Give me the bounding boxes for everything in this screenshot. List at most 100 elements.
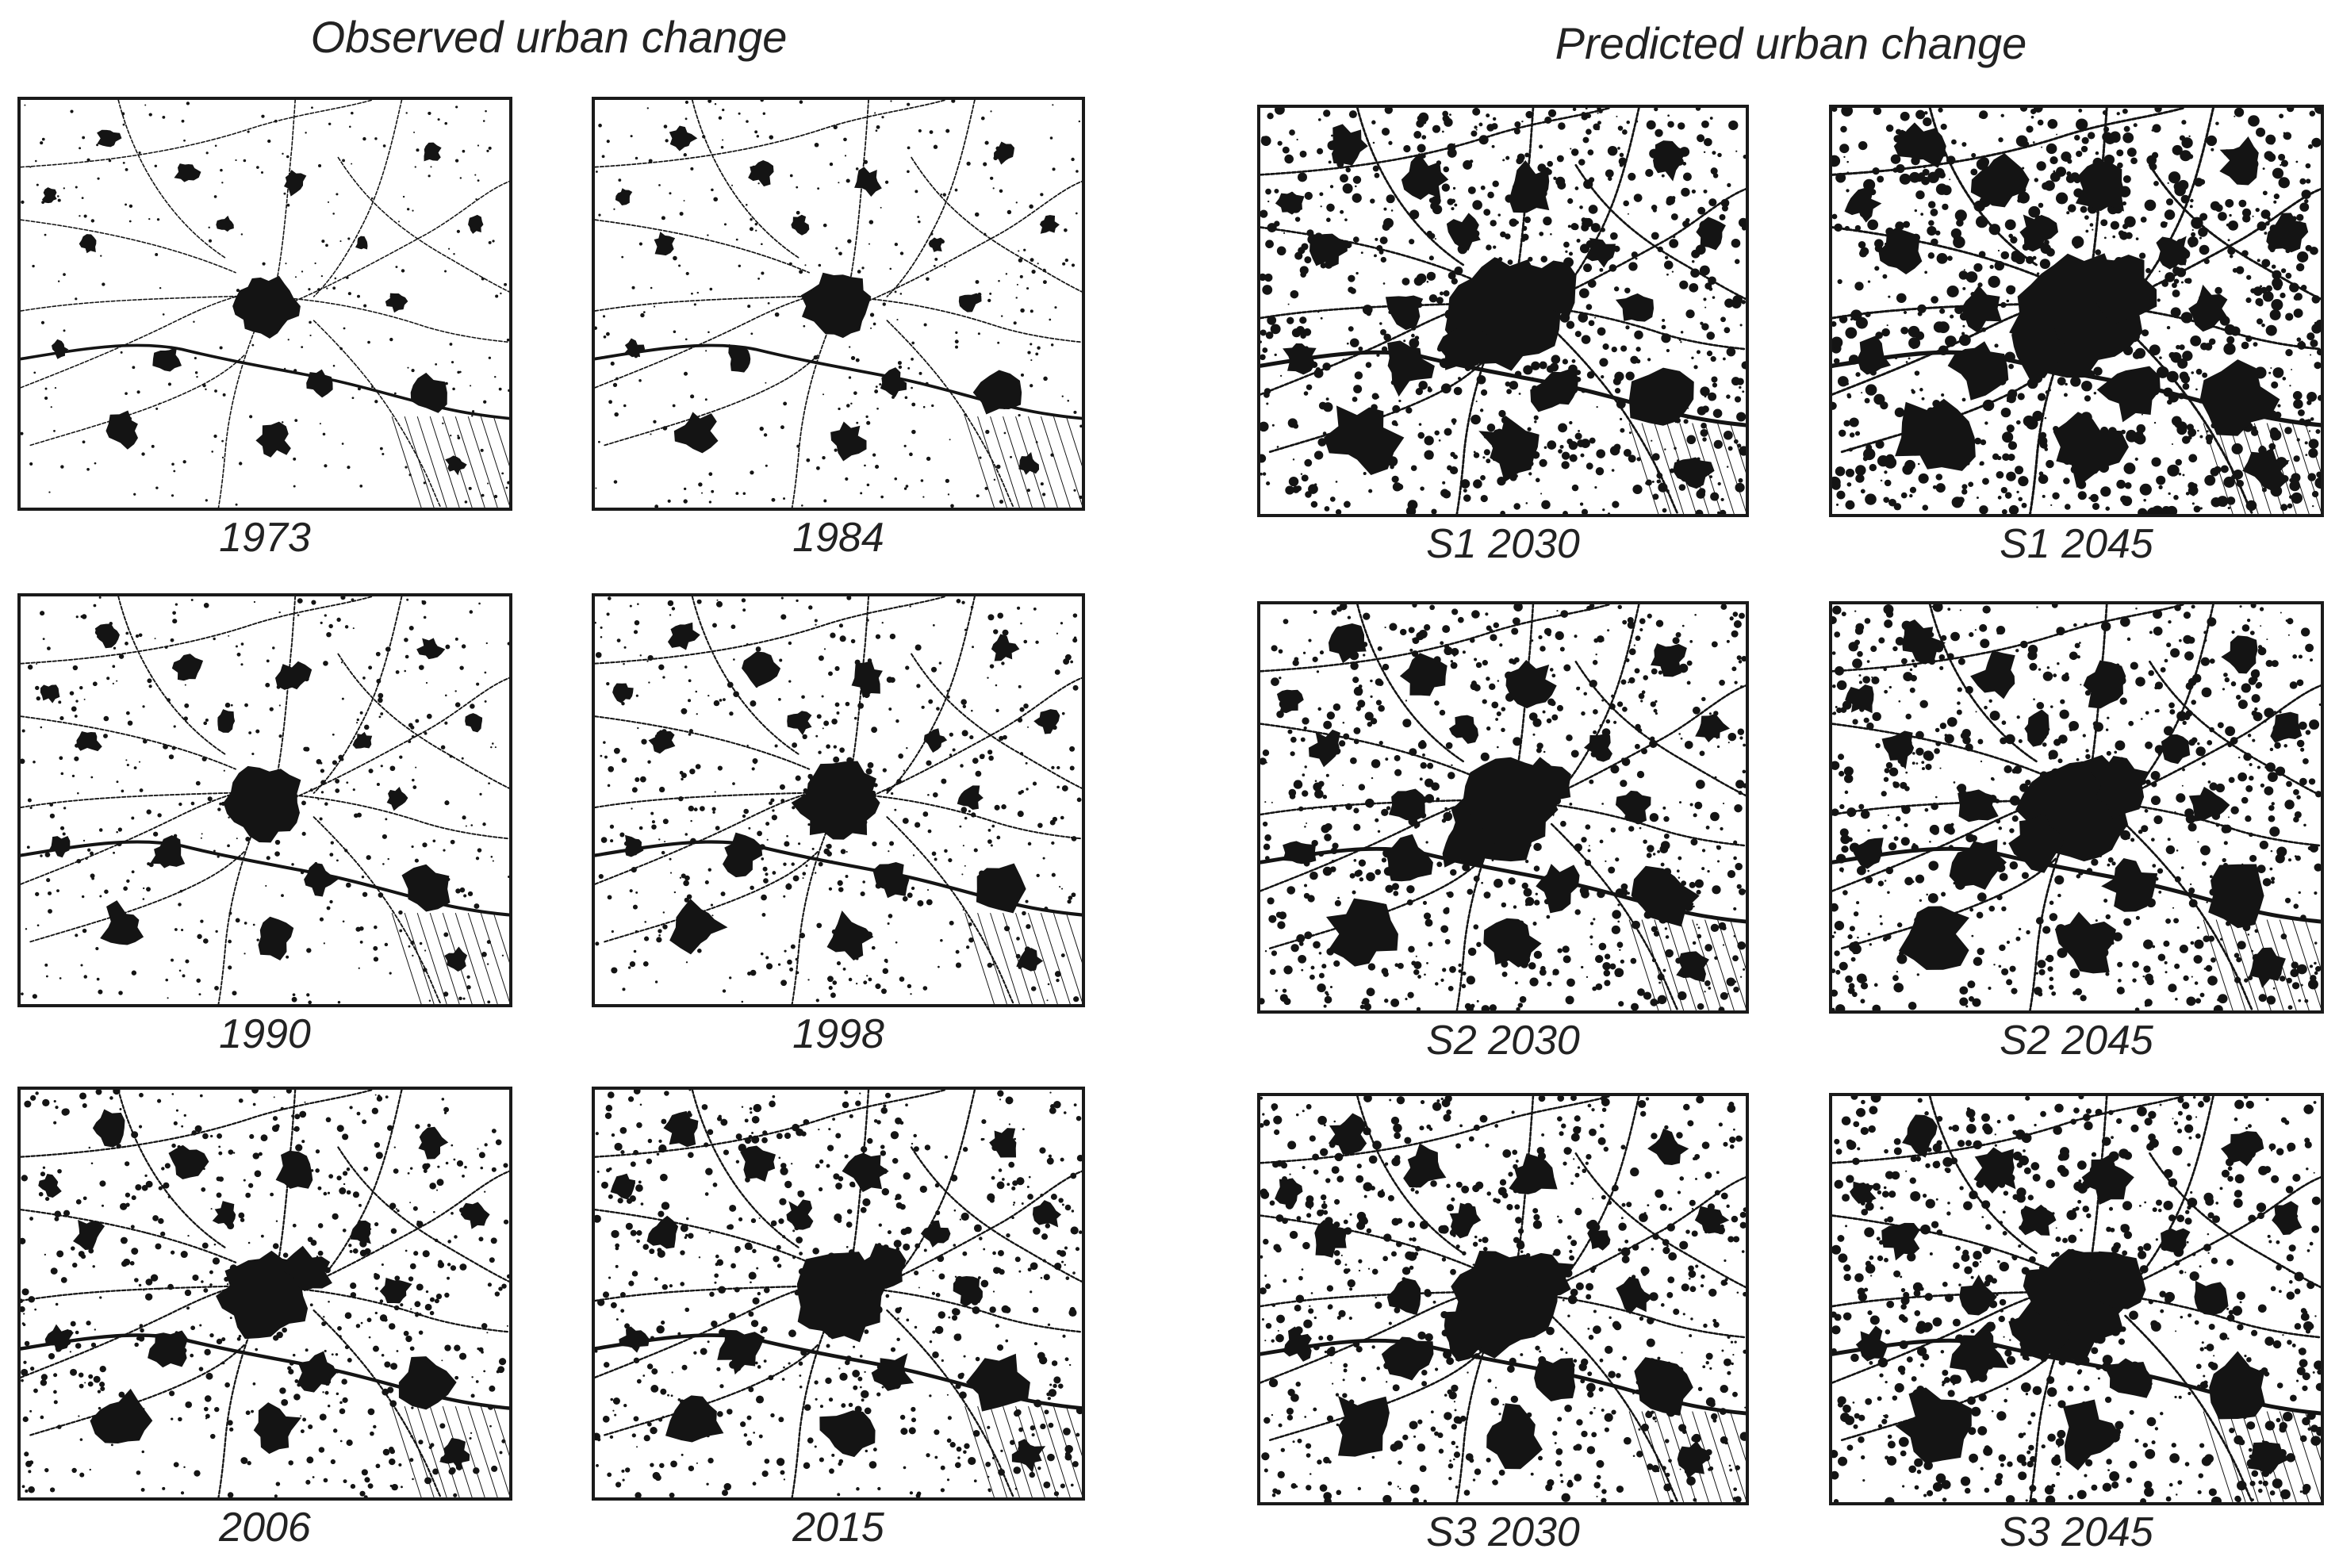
settlement-dot xyxy=(1885,125,1894,132)
settlement-dot xyxy=(1700,428,1708,437)
settlement-dot xyxy=(997,341,1000,344)
settlement-dot xyxy=(844,1154,849,1159)
settlement-dot xyxy=(1918,172,1926,179)
settlement-dot xyxy=(865,768,872,775)
settlement-dot xyxy=(895,941,898,944)
settlement-dot xyxy=(995,464,1001,470)
settlement-dot xyxy=(836,711,840,715)
settlement-dot xyxy=(635,891,638,894)
settlement-dot xyxy=(145,1279,153,1286)
field-line xyxy=(454,1405,485,1497)
settlement-dot xyxy=(1413,969,1420,976)
settlement-dot xyxy=(2149,344,2161,356)
settlement-dot xyxy=(1507,259,1513,265)
settlement-dot xyxy=(1383,219,1389,224)
settlement-dot xyxy=(962,845,964,847)
settlement-dot xyxy=(62,832,66,836)
town-patch xyxy=(994,141,1015,165)
settlement-dot xyxy=(661,850,665,855)
settlement-dot xyxy=(374,137,378,140)
settlement-dot xyxy=(374,1311,378,1315)
settlement-dot xyxy=(382,1388,389,1396)
settlement-dot xyxy=(799,1386,803,1389)
settlement-dot xyxy=(2285,272,2292,279)
settlement-dot xyxy=(1041,1233,1049,1240)
settlement-dot xyxy=(751,767,755,771)
settlement-dot xyxy=(796,444,800,448)
settlement-dot xyxy=(506,338,509,342)
settlement-dot xyxy=(711,914,714,917)
settlement-dot xyxy=(350,1292,357,1298)
settlement-dot xyxy=(1428,294,1438,303)
settlement-dot xyxy=(641,738,647,745)
settlement-dot xyxy=(753,1432,756,1434)
settlement-dot xyxy=(1625,325,1630,330)
settlement-dot xyxy=(251,1090,259,1094)
settlement-dot xyxy=(696,713,698,715)
settlement-dot xyxy=(1007,1183,1010,1187)
settlement-dot xyxy=(424,949,427,952)
settlement-dot xyxy=(1731,238,1741,248)
settlement-dot xyxy=(761,894,767,901)
field-line xyxy=(990,416,1020,508)
settlement-dot xyxy=(870,327,872,329)
settlement-dot xyxy=(1022,911,1026,916)
settlement-dot xyxy=(660,1173,668,1182)
settlement-dot xyxy=(635,694,638,697)
settlement-dot xyxy=(87,848,91,852)
settlement-dot xyxy=(2199,213,2208,221)
settlement-dot xyxy=(1076,797,1082,803)
settlement-dot xyxy=(2048,389,2051,392)
settlement-dot xyxy=(762,1130,768,1136)
road-line xyxy=(595,219,811,274)
settlement-dot xyxy=(826,1144,834,1152)
settlement-dot xyxy=(1265,240,1274,249)
settlement-dot xyxy=(815,623,817,626)
settlement-dot xyxy=(1442,481,1446,485)
settlement-dot xyxy=(35,685,40,691)
river-line xyxy=(21,343,509,420)
settlement-dot xyxy=(340,661,343,664)
settlement-dot xyxy=(213,637,216,641)
settlement-dot xyxy=(344,1312,352,1319)
settlement-dot xyxy=(932,623,935,627)
settlement-dot xyxy=(1319,192,1324,197)
settlement-dot xyxy=(1917,304,1927,313)
settlement-dot xyxy=(83,975,88,979)
settlement-dot xyxy=(1076,170,1079,173)
settlement-dot xyxy=(1846,393,1851,397)
settlement-dot xyxy=(669,1284,673,1288)
settlement-dot xyxy=(1735,482,1745,493)
settlement-dot xyxy=(216,1176,221,1182)
settlement-dot xyxy=(962,909,964,911)
settlement-dot xyxy=(733,691,739,698)
settlement-dot xyxy=(844,1090,849,1095)
field-line xyxy=(467,416,498,508)
settlement-dot xyxy=(966,161,971,166)
settlement-dot xyxy=(387,1386,394,1394)
settlement-dot xyxy=(359,926,364,931)
settlement-dot xyxy=(2152,124,2161,133)
settlement-dot xyxy=(243,159,247,163)
panel-observed-2: 1984 xyxy=(592,97,1085,565)
settlement-dot xyxy=(282,152,284,155)
settlement-dot xyxy=(367,1483,374,1489)
settlement-dot xyxy=(2164,209,2176,220)
settlement-dot xyxy=(78,1415,80,1417)
settlement-dot xyxy=(2191,502,2195,505)
settlement-dot xyxy=(1260,340,1262,343)
settlement-dot xyxy=(1354,371,1363,380)
settlement-dot xyxy=(1375,237,1378,241)
settlement-dot xyxy=(934,1325,944,1334)
settlement-dot xyxy=(1888,295,1891,298)
settlement-dot xyxy=(1832,213,1838,220)
settlement-dot xyxy=(40,141,44,145)
settlement-dot xyxy=(447,1263,451,1267)
settlement-dot xyxy=(2126,148,2137,157)
settlement-dot xyxy=(875,385,878,389)
settlement-dot xyxy=(332,286,336,290)
settlement-dot xyxy=(221,1337,226,1342)
settlement-dot xyxy=(2300,285,2307,291)
settlement-dot xyxy=(615,1482,622,1488)
settlement-dot xyxy=(2293,309,2303,318)
